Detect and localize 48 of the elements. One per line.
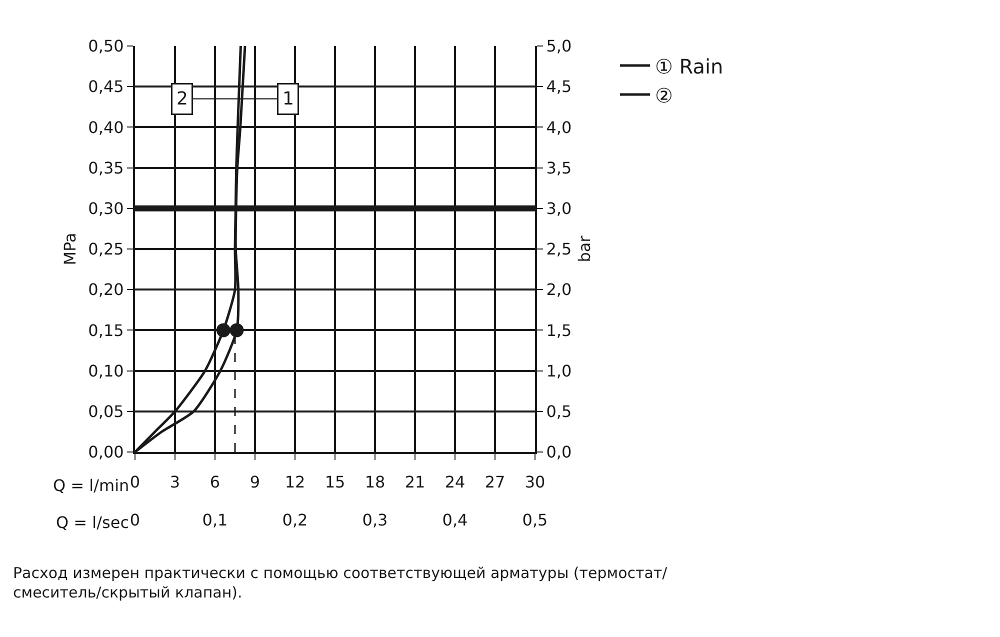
x-tick-label: 6 (210, 472, 220, 492)
x-tick-label: 24 (444, 472, 466, 492)
y-tick-label: 0,00 (88, 442, 124, 462)
legend-label: ① Rain (655, 54, 724, 78)
y-tick-label: 0,15 (88, 320, 124, 340)
x2-tick-label: 0,5 (522, 510, 548, 530)
y2-tick-label: 4,5 (546, 77, 572, 96)
x-tick-label: 30 (524, 472, 546, 492)
x-tick-label: 27 (484, 472, 506, 492)
annotation: 2 (176, 88, 188, 110)
y-tick-label: 0,50 (88, 36, 124, 56)
x-tick-label: 12 (284, 472, 306, 492)
y-tick-label: 0,20 (88, 280, 124, 300)
x-tick-label: 3 (170, 472, 180, 492)
x-tick-label: 21 (404, 472, 426, 492)
y2-tick-label: 2,5 (546, 240, 572, 259)
x2-tick-label: 0,4 (442, 510, 468, 530)
y-tick-label: 0,45 (88, 77, 124, 96)
x-axis-title: Q = l/min (53, 476, 130, 495)
y-tick-label: 0,25 (88, 240, 124, 259)
x-tick-label: 9 (250, 472, 260, 492)
y2-tick-label: 0,0 (546, 442, 572, 462)
y2-axis-title: bar (574, 235, 594, 262)
y2-tick-label: 1,5 (546, 320, 572, 340)
y-tick-label: 0,40 (88, 118, 124, 137)
x2-tick-label: 0 (130, 510, 140, 530)
y-axis-title: MPa (60, 232, 80, 266)
x-tick-label: 15 (324, 472, 346, 492)
y2-tick-label: 5,0 (546, 36, 572, 56)
y2-tick-label: 1,0 (546, 361, 572, 380)
y-tick-label: 0,10 (88, 361, 124, 380)
y-tick-label: 0,05 (88, 402, 124, 422)
text: Расход измерен практически с помощью соответствующей арматуры (термостат/ смеситель/скрытый клапан). (13, 564, 668, 602)
y2-tick-label: 3,5 (546, 158, 572, 178)
y2-tick-label: 4,0 (546, 118, 572, 137)
y-tick-label: 0,35 (88, 158, 124, 178)
x2-tick-label: 0,1 (202, 510, 228, 530)
x-tick-label: 18 (364, 472, 386, 492)
y2-tick-label: 3,0 (546, 199, 572, 218)
y2-tick-label: 2,0 (546, 280, 572, 300)
legend-label: ② (655, 83, 673, 108)
x-tick-label: 0 (130, 472, 140, 492)
y-tick-label: 0,30 (88, 199, 124, 218)
x2-tick-label: 0,3 (362, 510, 388, 530)
y2-tick-label: 0,5 (546, 402, 572, 422)
x2-axis-title: Q = l/sec (56, 513, 129, 532)
x2-tick-label: 0,2 (282, 510, 308, 530)
annotation: 1 (282, 88, 294, 110)
